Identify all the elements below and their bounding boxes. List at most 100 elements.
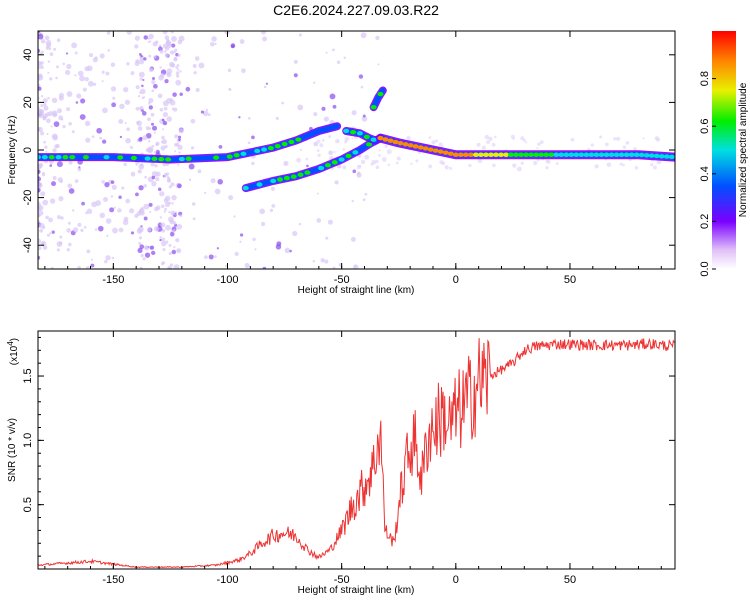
noise-dot xyxy=(438,142,443,147)
noise-dot xyxy=(625,141,630,145)
colorbar-ticks: 0.0 0.2 0.4 0.6 0.8 xyxy=(699,71,716,277)
noise-dot xyxy=(53,47,57,51)
noise-dot xyxy=(188,178,192,181)
trace-blob xyxy=(144,156,151,161)
trace-blob xyxy=(648,153,655,158)
trace-blob xyxy=(302,134,309,139)
noise-dot xyxy=(143,35,149,40)
noise-dot xyxy=(194,56,200,61)
noise-dot xyxy=(44,145,48,149)
noise-dot xyxy=(162,100,169,107)
noise-dot xyxy=(90,258,94,261)
trace-blob xyxy=(124,155,131,160)
noise-dot xyxy=(151,175,156,180)
noise-dot xyxy=(137,94,141,98)
noise-dot xyxy=(325,51,328,54)
noise-dot xyxy=(171,202,174,205)
noise-dot xyxy=(76,93,82,99)
noise-dot xyxy=(93,82,97,86)
noise-dot xyxy=(148,102,151,105)
trace-blob xyxy=(623,152,630,157)
noise-dot xyxy=(162,163,166,167)
noise-dot xyxy=(395,161,399,165)
noise-dot xyxy=(101,180,105,184)
noise-dot xyxy=(153,131,156,134)
noise-dot xyxy=(140,88,146,95)
noise-dot xyxy=(51,181,57,187)
noise-dot xyxy=(239,240,242,243)
chart-title: C2E6.2024.227.09.03.R22 xyxy=(273,2,439,18)
noise-dot xyxy=(378,149,381,152)
trace-blob xyxy=(82,154,89,160)
noise-dot xyxy=(161,241,167,247)
noise-dot xyxy=(135,163,138,166)
trace-blob xyxy=(392,139,399,145)
noise-dot xyxy=(39,228,44,233)
noise-dot xyxy=(170,50,175,55)
noise-dot xyxy=(142,78,145,81)
trace-upper-arc xyxy=(342,127,380,145)
noise-dot xyxy=(328,135,332,139)
trace-blob xyxy=(363,134,370,140)
noise-dot xyxy=(164,46,170,51)
noise-dot xyxy=(613,137,617,141)
noise-dot xyxy=(320,258,325,263)
trace-right xyxy=(376,133,675,162)
noise-dot xyxy=(166,176,170,179)
trace-blob xyxy=(247,150,254,155)
noise-dot xyxy=(162,120,168,126)
noise-dot xyxy=(79,75,85,82)
noise-dot xyxy=(161,237,166,242)
noise-dot xyxy=(396,156,401,161)
noise-dot xyxy=(43,102,47,107)
noise-dot xyxy=(42,116,47,121)
noise-dot xyxy=(151,79,156,85)
noise-dot xyxy=(351,199,354,203)
noise-dot xyxy=(111,184,117,190)
noise-dot xyxy=(56,65,59,69)
noise-dot xyxy=(38,60,42,67)
trace-blob xyxy=(249,184,256,189)
noise-dot xyxy=(284,247,291,254)
trace-blob xyxy=(498,152,505,157)
noise-dot xyxy=(170,182,175,187)
noise-dot xyxy=(56,215,61,220)
noise-dot xyxy=(333,150,336,154)
noise-dot xyxy=(130,71,135,76)
noise-dot xyxy=(143,184,147,188)
noise-dot xyxy=(144,245,149,251)
colorbar-gradient xyxy=(712,31,736,269)
noise-dot xyxy=(190,118,196,124)
noise-dot xyxy=(283,160,289,167)
noise-dot xyxy=(616,136,621,141)
noise-dot xyxy=(590,143,595,147)
noise-dot xyxy=(327,219,333,225)
noise-dot xyxy=(47,60,51,63)
noise-dot xyxy=(168,252,172,256)
noise-dot xyxy=(66,91,73,97)
noise-dot xyxy=(45,215,49,220)
noise-dot xyxy=(289,249,292,253)
noise-dot xyxy=(441,161,446,166)
noise-dot xyxy=(173,264,180,269)
noise-dot xyxy=(39,222,45,229)
noise-dot xyxy=(160,204,165,209)
noise-dot xyxy=(45,40,52,46)
noise-dot xyxy=(147,146,154,152)
noise-dot xyxy=(130,171,136,177)
noise-dot xyxy=(163,106,168,111)
noise-dot xyxy=(77,167,82,172)
trace-blob xyxy=(240,151,247,157)
trace-blob xyxy=(633,152,640,157)
x-tick-label: -150 xyxy=(102,274,124,286)
trace-blob xyxy=(331,160,338,165)
trace-blob xyxy=(528,152,535,157)
noise-dot xyxy=(110,62,116,67)
noise-dot xyxy=(491,142,496,147)
noise-dot xyxy=(123,86,129,93)
noise-dot xyxy=(384,144,388,148)
noise-dot xyxy=(323,116,329,122)
noise-dot xyxy=(344,136,350,142)
noise-dot xyxy=(147,37,150,40)
noise-dot xyxy=(142,96,146,99)
